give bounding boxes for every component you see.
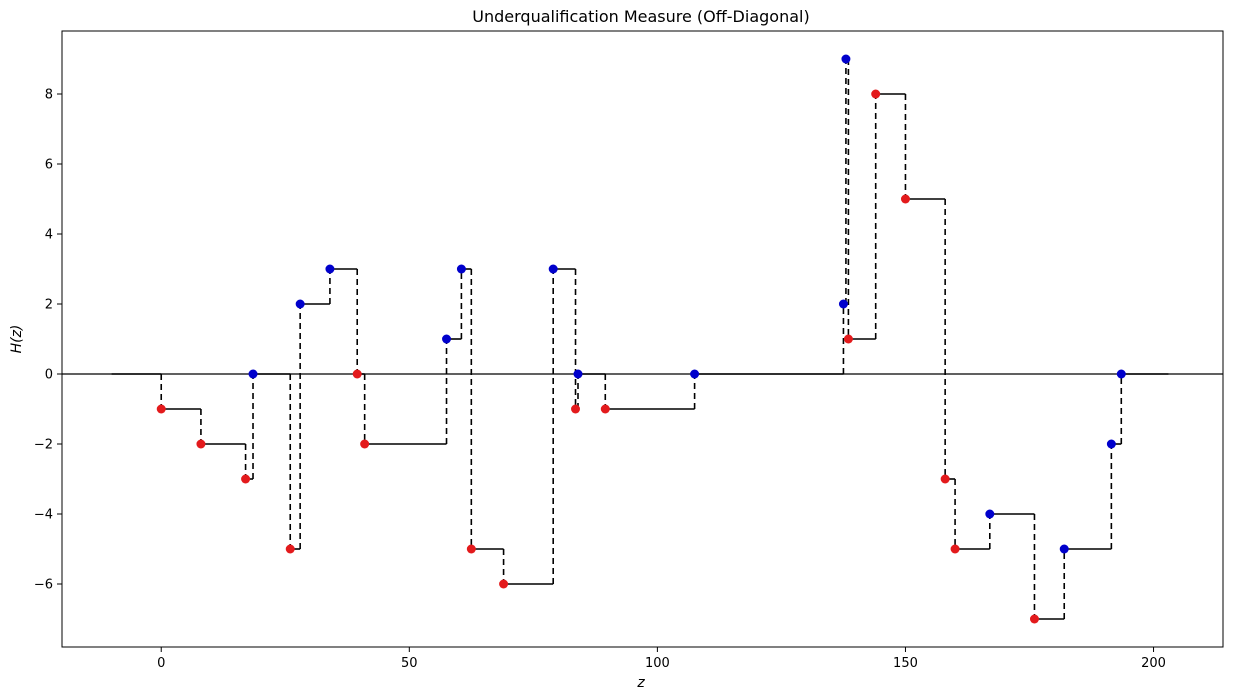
- x-tick-label: 50: [401, 656, 418, 671]
- blue-point: [325, 264, 335, 274]
- blue-point: [442, 334, 452, 344]
- y-tick-label: 2: [45, 298, 53, 313]
- blue-point: [573, 369, 583, 379]
- red-point: [466, 544, 476, 554]
- blue-point: [838, 299, 848, 309]
- y-tick-label: 4: [45, 228, 53, 243]
- x-tick-label: 0: [157, 656, 165, 671]
- red-point: [352, 369, 362, 379]
- blue-point: [295, 299, 305, 309]
- red-point: [499, 579, 509, 589]
- red-point: [571, 404, 581, 414]
- blue-point: [841, 54, 851, 64]
- red-point: [871, 89, 881, 99]
- x-tick-label: 150: [893, 656, 918, 671]
- blue-point: [548, 264, 558, 274]
- red-point: [950, 544, 960, 554]
- blue-point: [1116, 369, 1126, 379]
- blue-point: [985, 509, 995, 519]
- red-point: [360, 439, 370, 449]
- blue-point: [1059, 544, 1069, 554]
- red-point: [1029, 614, 1039, 624]
- y-tick-label: 6: [45, 158, 53, 173]
- red-point: [843, 334, 853, 344]
- y-axis-label: H(z): [9, 325, 25, 354]
- blue-point: [456, 264, 466, 274]
- x-tick-label: 200: [1141, 656, 1166, 671]
- y-tick-label: 0: [45, 368, 53, 383]
- red-point: [900, 194, 910, 204]
- plot-frame: [61, 30, 1224, 648]
- red-point: [940, 474, 950, 484]
- red-point: [156, 404, 166, 414]
- x-axis-label: z: [636, 675, 645, 691]
- plot-area: [62, 54, 1223, 624]
- y-tick-label: −4: [34, 508, 53, 523]
- red-point: [285, 544, 295, 554]
- chart-title: Underqualification Measure (Off-Diagonal…: [472, 7, 809, 26]
- y-tick-label: −2: [34, 438, 53, 453]
- x-tick-label: 100: [645, 656, 670, 671]
- tick-layer: 0 50 100 150 200 −6 −4 −2 0 2 4 6 8: [34, 88, 1166, 672]
- red-point: [241, 474, 251, 484]
- y-tick-label: −6: [34, 578, 53, 593]
- blue-point: [1106, 439, 1116, 449]
- red-point: [600, 404, 610, 414]
- y-tick-label: 8: [45, 88, 53, 103]
- blue-point: [248, 369, 258, 379]
- blue-point: [690, 369, 700, 379]
- red-point: [196, 439, 206, 449]
